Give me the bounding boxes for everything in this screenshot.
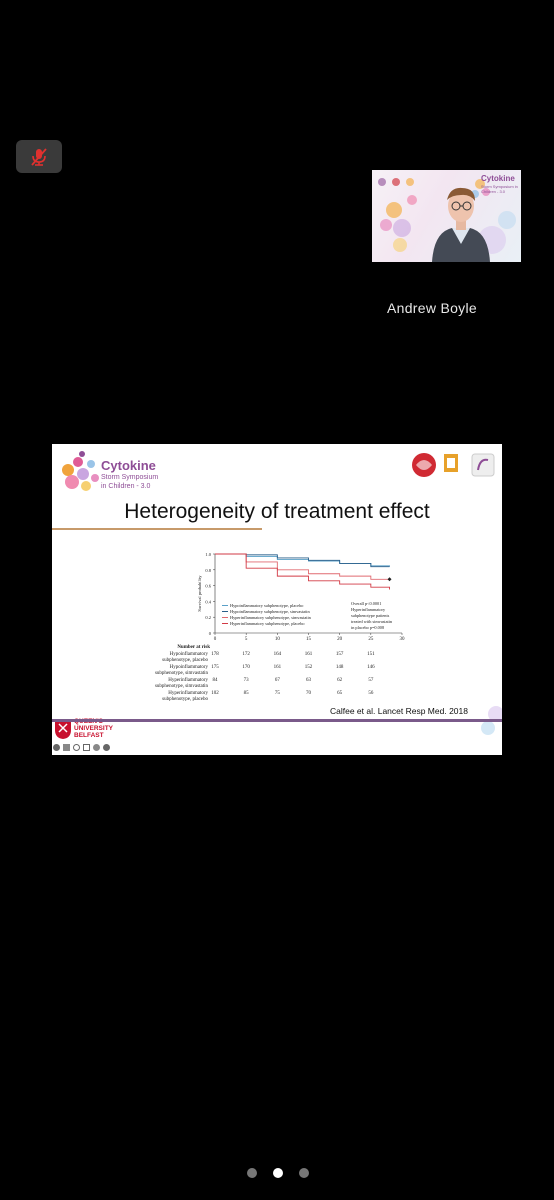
legend-label: Hypoinflammatory subphenotype, placebo bbox=[230, 603, 303, 609]
shared-slide: Cytokine Storm Symposium in Children - 3… bbox=[52, 444, 502, 755]
chart-annotation: Overall p<0.0001 bbox=[351, 601, 381, 606]
slide-footer-bar bbox=[52, 719, 502, 722]
end-marker bbox=[387, 577, 392, 582]
risk-cell: 161 bbox=[304, 652, 313, 657]
y-tick-label: 0.8 bbox=[205, 568, 211, 573]
logo-title: Cytokine bbox=[101, 458, 156, 473]
risk-cell: 84 bbox=[212, 678, 218, 683]
slide-decoration bbox=[481, 706, 502, 735]
risk-cell: 178 bbox=[211, 652, 219, 657]
page-dot[interactable] bbox=[273, 1168, 283, 1178]
chart-annotation: subphenotype patients bbox=[351, 613, 390, 618]
risk-cell: 151 bbox=[367, 652, 375, 657]
mic-muted-button[interactable] bbox=[16, 140, 62, 173]
x-tick-label: 0 bbox=[214, 637, 217, 642]
risk-cell: 148 bbox=[335, 665, 344, 670]
risk-cell: 172 bbox=[242, 652, 250, 657]
risk-cell: 57 bbox=[368, 678, 374, 683]
title-underline bbox=[52, 528, 262, 530]
risk-row-label: Hypoinflammatory subphenotype, placebo bbox=[162, 652, 208, 663]
next-slide-icon[interactable] bbox=[103, 744, 110, 751]
risk-cell: 102 bbox=[211, 691, 219, 696]
thumb-logo-subtitle: Storm Symposium in Children - 3.0 bbox=[481, 184, 518, 194]
university-line-3: BELFAST bbox=[74, 732, 104, 739]
slide-title: Heterogeneity of treatment effect bbox=[124, 500, 430, 523]
page-dot[interactable] bbox=[299, 1168, 309, 1178]
risk-cell: 164 bbox=[273, 652, 282, 657]
risk-cell: 146 bbox=[367, 665, 375, 670]
y-axis-label: Survival probability bbox=[197, 575, 202, 612]
logo-subtitle-line2: in Children - 3.0 bbox=[101, 483, 151, 490]
thumb-logo-title: Cytokine bbox=[481, 174, 515, 183]
speaker-name: Andrew Boyle bbox=[387, 300, 477, 316]
y-tick-label: 0.2 bbox=[205, 615, 211, 620]
cytokine-logo-icon bbox=[62, 451, 99, 491]
presentation-toolbar bbox=[53, 744, 110, 751]
risk-cell: 70 bbox=[306, 691, 311, 696]
survival-chart: 0 0.2 0.4 0.6 0.8 1.0 0 5 10 15 20 25 30 Survival pro… bbox=[197, 552, 406, 642]
page-dot[interactable] bbox=[247, 1168, 257, 1178]
x-tick-label: 5 bbox=[245, 637, 248, 642]
university-line-2: UNIVERSITY bbox=[74, 725, 114, 732]
previous-slide-icon[interactable] bbox=[53, 744, 60, 751]
sponsor-logos bbox=[412, 453, 495, 477]
risk-row-label: Hyperinflammatory subphenotype, simvastat… bbox=[154, 678, 208, 689]
y-tick-label: 0.4 bbox=[205, 599, 211, 604]
risk-cell: 67 bbox=[274, 678, 280, 683]
y-tick-label: 0.6 bbox=[205, 584, 211, 589]
legend-label: Hyperinflammatory subphenotype, placebo bbox=[230, 621, 305, 627]
zoom-icon[interactable] bbox=[73, 744, 80, 751]
risk-cell: 56 bbox=[368, 691, 374, 696]
y-tick-label: 0 bbox=[209, 631, 212, 636]
pen-tool-icon[interactable] bbox=[63, 744, 70, 751]
risk-cell: 161 bbox=[273, 665, 282, 670]
options-icon[interactable] bbox=[93, 744, 100, 751]
page-indicator bbox=[247, 1168, 309, 1178]
risk-cell: 73 bbox=[243, 678, 249, 683]
legend-label: Hyperinflammatory subphenotype, simvasta… bbox=[230, 615, 312, 621]
risk-row-label: Hypoinflammatory subphenotype, simvastati… bbox=[154, 665, 208, 676]
x-tick-label: 10 bbox=[275, 637, 281, 642]
risk-cell: 157 bbox=[335, 652, 344, 657]
series-line bbox=[215, 553, 390, 567]
speaker-video-background bbox=[378, 178, 516, 262]
number-at-risk-header: Number at risk bbox=[177, 645, 210, 650]
legend-label: Hypoinflammatory subphenotype, simvastat… bbox=[230, 609, 310, 615]
x-tick-label: 20 bbox=[337, 637, 343, 642]
queens-university-crest-icon bbox=[55, 719, 71, 739]
chart-annotation: in placebo p=0.008 bbox=[351, 625, 384, 630]
risk-cell: 63 bbox=[306, 678, 311, 683]
series-line bbox=[215, 553, 390, 590]
y-tick-label: 1.0 bbox=[205, 552, 211, 557]
risk-cell: 65 bbox=[337, 691, 343, 696]
citation: Calfee et al. Lancet Resp Med. 2018 bbox=[330, 706, 468, 716]
x-tick-label: 25 bbox=[368, 637, 374, 642]
x-tick-label: 15 bbox=[306, 637, 312, 642]
risk-cell: 170 bbox=[242, 665, 250, 670]
x-tick-label: 30 bbox=[400, 637, 406, 642]
slides-grid-icon[interactable] bbox=[83, 744, 90, 751]
risk-cell: 175 bbox=[211, 665, 219, 670]
risk-cell: 62 bbox=[337, 678, 343, 683]
risk-cell: 85 bbox=[243, 691, 249, 696]
speaker-video-tile[interactable]: Cytokine Storm Symposium in Children - 3… bbox=[372, 170, 521, 262]
series-line bbox=[215, 553, 390, 568]
risk-row-label: Hyperinflammatory subphenotype, placebo bbox=[162, 691, 208, 702]
logo-subtitle-line1: Storm Symposium bbox=[101, 474, 159, 481]
chart-annotation: Hyperinflammatory bbox=[351, 607, 386, 612]
mic-off-icon bbox=[31, 147, 47, 166]
risk-cell: 152 bbox=[304, 665, 313, 670]
risk-cell: 75 bbox=[274, 691, 280, 696]
chart-annotation: treated with simvastatin bbox=[351, 619, 393, 624]
